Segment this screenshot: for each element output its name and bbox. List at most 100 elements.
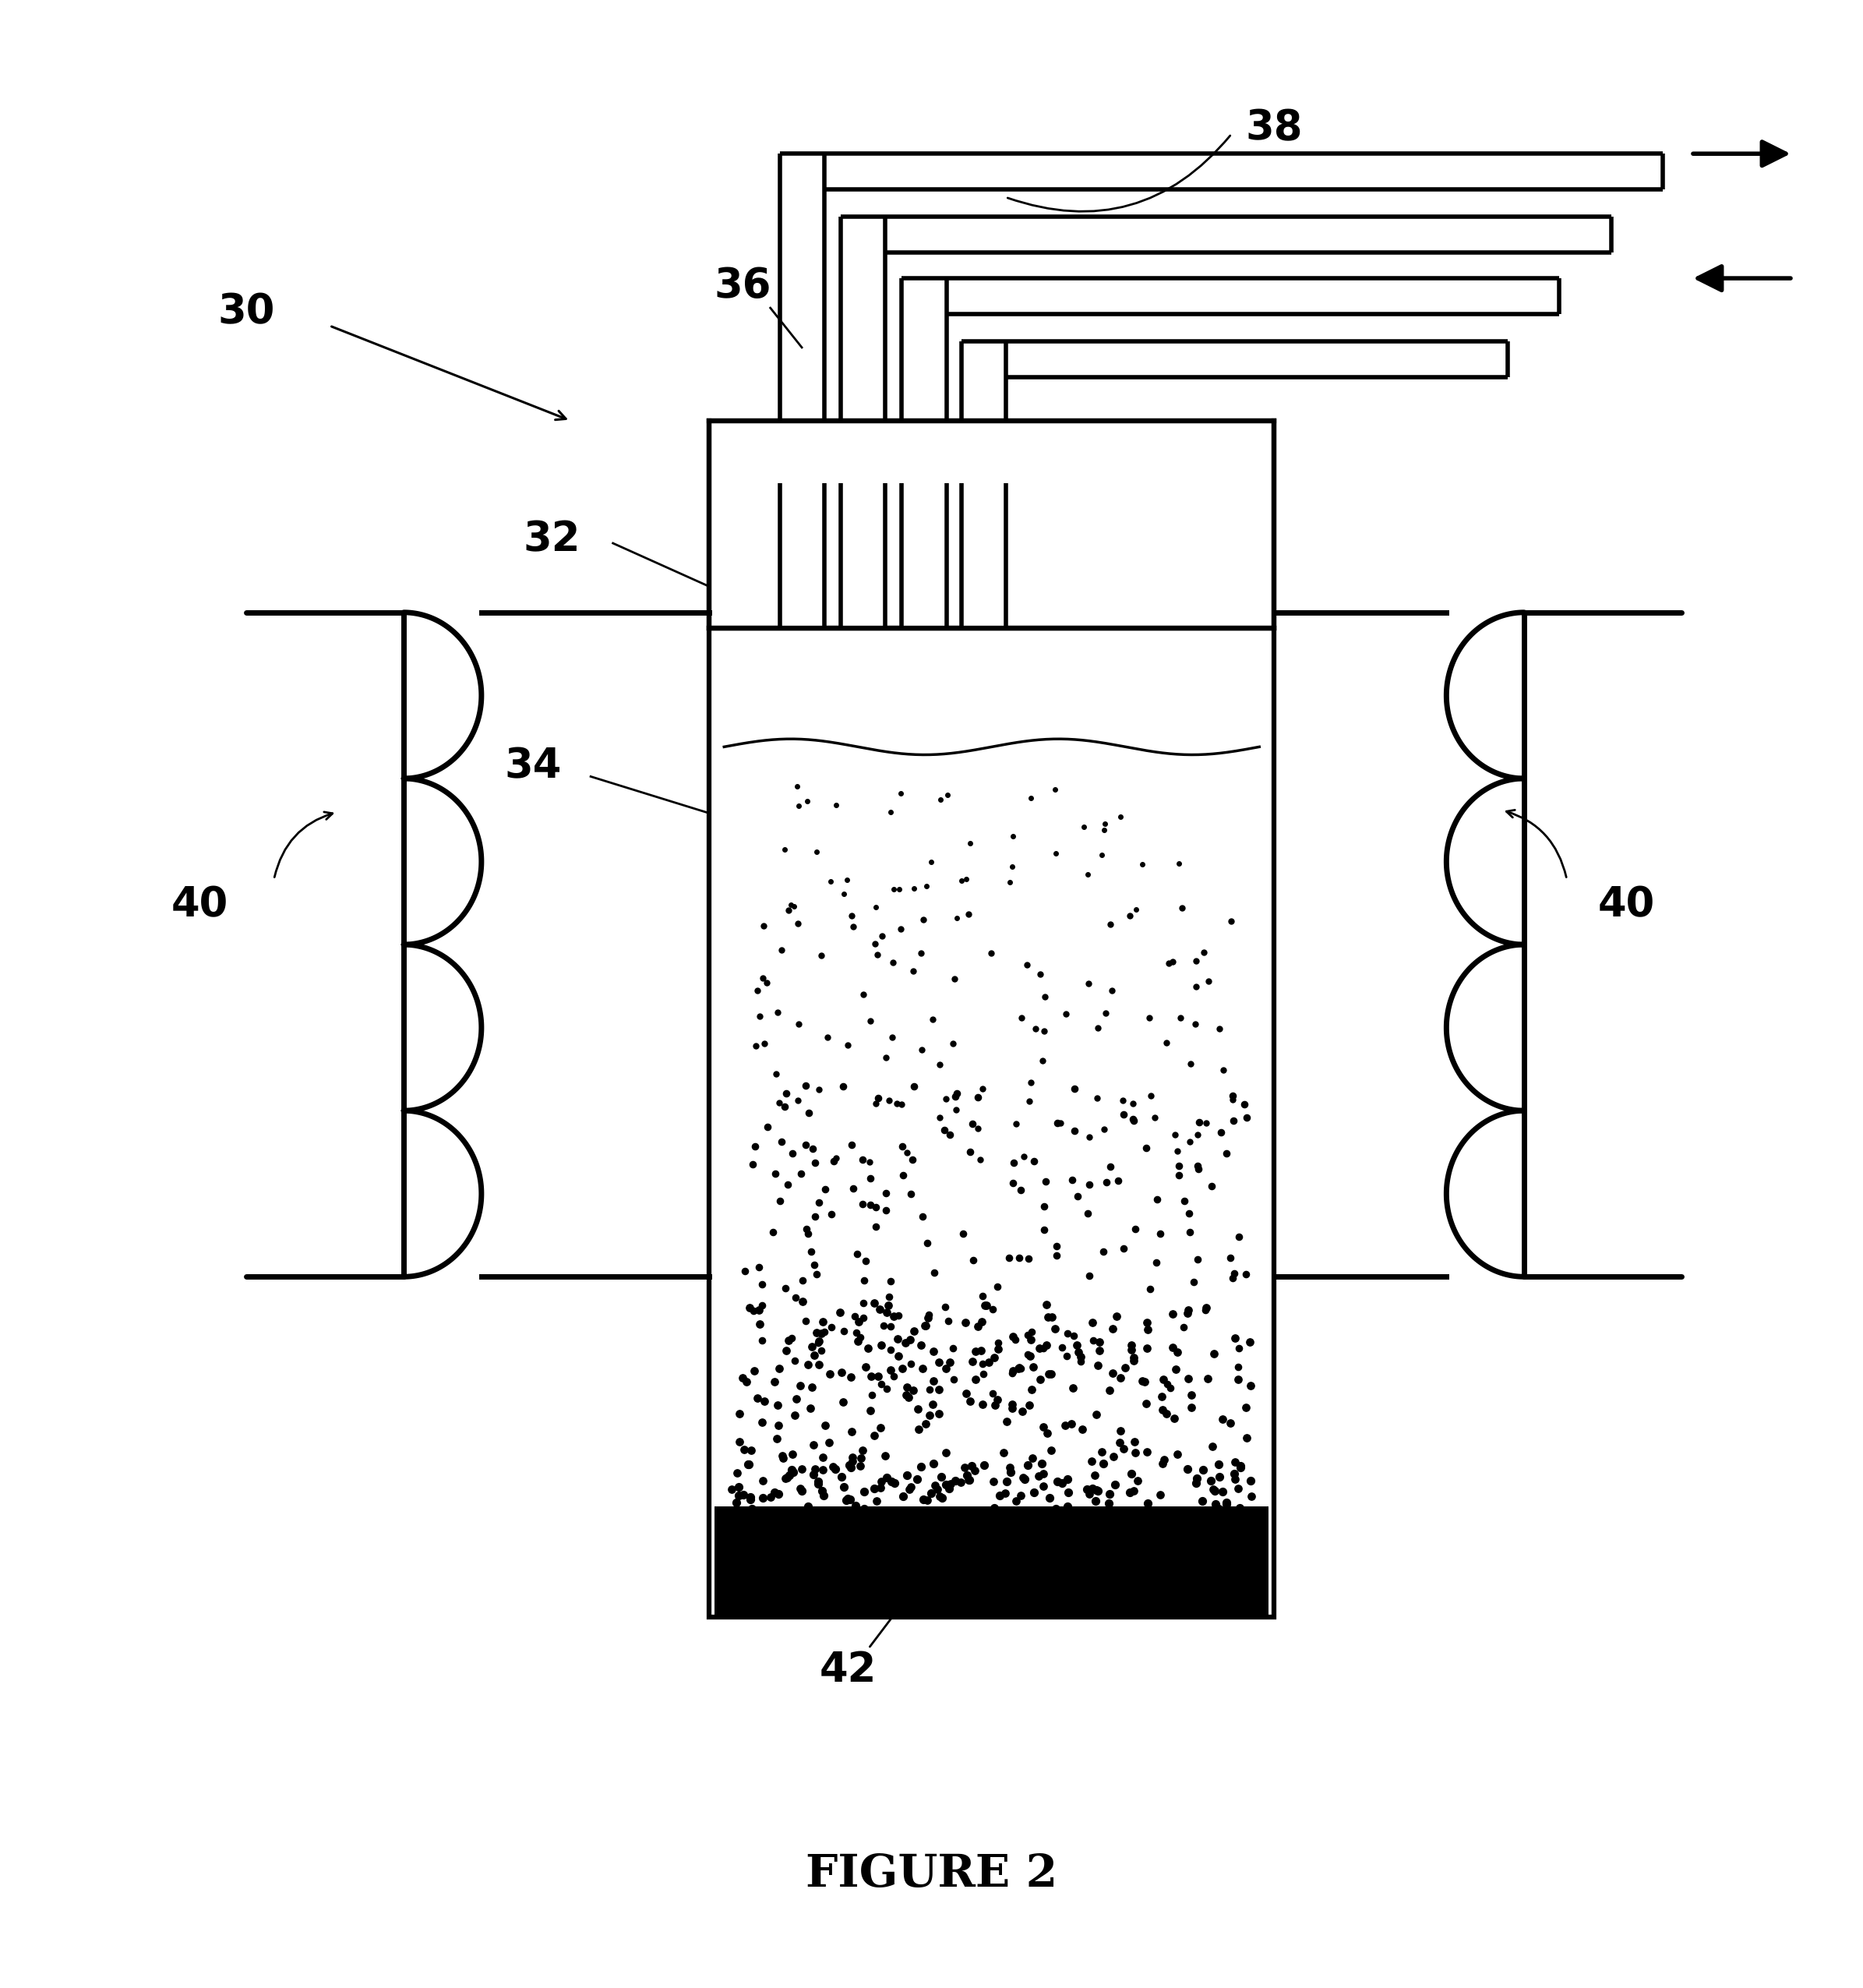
Text: 32: 32 bbox=[524, 519, 581, 559]
Point bbox=[1203, 1012, 1233, 1044]
Point bbox=[796, 1394, 825, 1425]
Point bbox=[1120, 1342, 1149, 1374]
Point bbox=[1122, 1213, 1151, 1244]
Point bbox=[1196, 1465, 1226, 1497]
Point bbox=[766, 934, 796, 966]
Point bbox=[995, 1455, 1025, 1487]
Point bbox=[756, 1481, 786, 1513]
Point bbox=[939, 1028, 969, 1060]
Point bbox=[842, 1239, 872, 1270]
Point bbox=[1133, 1332, 1163, 1364]
Point bbox=[891, 1326, 920, 1358]
Point bbox=[782, 1085, 812, 1117]
Point bbox=[997, 851, 1027, 883]
Point bbox=[1149, 1364, 1179, 1396]
Point bbox=[1129, 1366, 1159, 1398]
Point bbox=[859, 1473, 889, 1505]
Point bbox=[1226, 1451, 1256, 1483]
Bar bbox=[710, 628, 1274, 1616]
Point bbox=[1127, 1366, 1157, 1398]
Point bbox=[753, 1111, 782, 1143]
Point bbox=[1146, 1219, 1176, 1250]
Point bbox=[1082, 1350, 1112, 1382]
Point bbox=[1064, 1336, 1094, 1368]
Point bbox=[1159, 1402, 1189, 1433]
Point bbox=[1006, 1175, 1036, 1207]
Point bbox=[924, 1050, 954, 1081]
Point bbox=[1218, 1079, 1248, 1111]
Point bbox=[911, 1408, 941, 1439]
Point bbox=[1090, 807, 1120, 839]
Point bbox=[741, 1030, 771, 1062]
Point bbox=[747, 1465, 777, 1497]
Point bbox=[850, 1475, 879, 1507]
Point bbox=[1181, 1467, 1211, 1499]
Point bbox=[1116, 1330, 1146, 1362]
Point bbox=[803, 1326, 833, 1358]
Point bbox=[872, 1042, 902, 1074]
Point bbox=[918, 1336, 948, 1368]
Point bbox=[915, 1298, 945, 1330]
Point bbox=[1053, 1340, 1082, 1372]
Point bbox=[1114, 1477, 1144, 1509]
Point bbox=[892, 1497, 922, 1529]
Point bbox=[745, 1000, 775, 1032]
Point bbox=[1163, 1135, 1192, 1167]
Point bbox=[833, 1030, 863, 1062]
Point bbox=[835, 1449, 864, 1481]
Point bbox=[969, 1348, 999, 1380]
Point bbox=[913, 1302, 943, 1334]
Point bbox=[1108, 1099, 1138, 1131]
Point bbox=[781, 1400, 810, 1431]
Point bbox=[1118, 1087, 1148, 1119]
Point bbox=[1196, 1171, 1226, 1203]
Point bbox=[1164, 1149, 1194, 1181]
Point bbox=[1181, 944, 1211, 976]
Point bbox=[972, 1288, 1002, 1320]
Point bbox=[1090, 1113, 1120, 1145]
Point bbox=[861, 1087, 891, 1119]
Point bbox=[876, 1465, 905, 1497]
Point bbox=[1000, 1107, 1030, 1139]
Point bbox=[1006, 1479, 1036, 1511]
Point bbox=[1148, 1394, 1177, 1425]
Point bbox=[740, 1354, 769, 1386]
Point bbox=[876, 1354, 905, 1386]
Point bbox=[764, 1352, 794, 1384]
Point bbox=[939, 1332, 969, 1364]
Point bbox=[863, 938, 892, 970]
Text: 42: 42 bbox=[820, 1650, 877, 1690]
Point bbox=[876, 1334, 905, 1366]
Point bbox=[887, 1131, 917, 1163]
Point bbox=[1030, 980, 1060, 1012]
Point bbox=[1148, 1380, 1177, 1411]
Point bbox=[1218, 1083, 1248, 1115]
Point bbox=[1170, 1185, 1200, 1217]
Point bbox=[907, 1352, 937, 1384]
Point bbox=[803, 1326, 833, 1358]
Point bbox=[1004, 1352, 1034, 1384]
Point bbox=[844, 1306, 874, 1338]
Point bbox=[1151, 1398, 1181, 1429]
Point bbox=[1168, 1310, 1198, 1342]
Point bbox=[1088, 1237, 1118, 1268]
Point bbox=[958, 1244, 987, 1276]
Point bbox=[1105, 1362, 1135, 1394]
Point bbox=[1082, 1081, 1112, 1113]
Point bbox=[879, 873, 909, 905]
Point bbox=[1183, 1244, 1213, 1276]
Bar bbox=[710, 421, 1274, 628]
Point bbox=[848, 1189, 877, 1221]
Point bbox=[840, 1300, 870, 1332]
Point bbox=[809, 1453, 838, 1485]
Point bbox=[779, 891, 809, 922]
Point bbox=[892, 1459, 922, 1491]
Point bbox=[872, 1461, 902, 1493]
Point bbox=[799, 1459, 829, 1491]
Point bbox=[918, 1256, 948, 1288]
Point bbox=[786, 1473, 816, 1505]
Point bbox=[1105, 801, 1135, 833]
Point bbox=[1058, 1320, 1088, 1352]
Point bbox=[786, 1475, 816, 1507]
Point bbox=[917, 847, 946, 879]
